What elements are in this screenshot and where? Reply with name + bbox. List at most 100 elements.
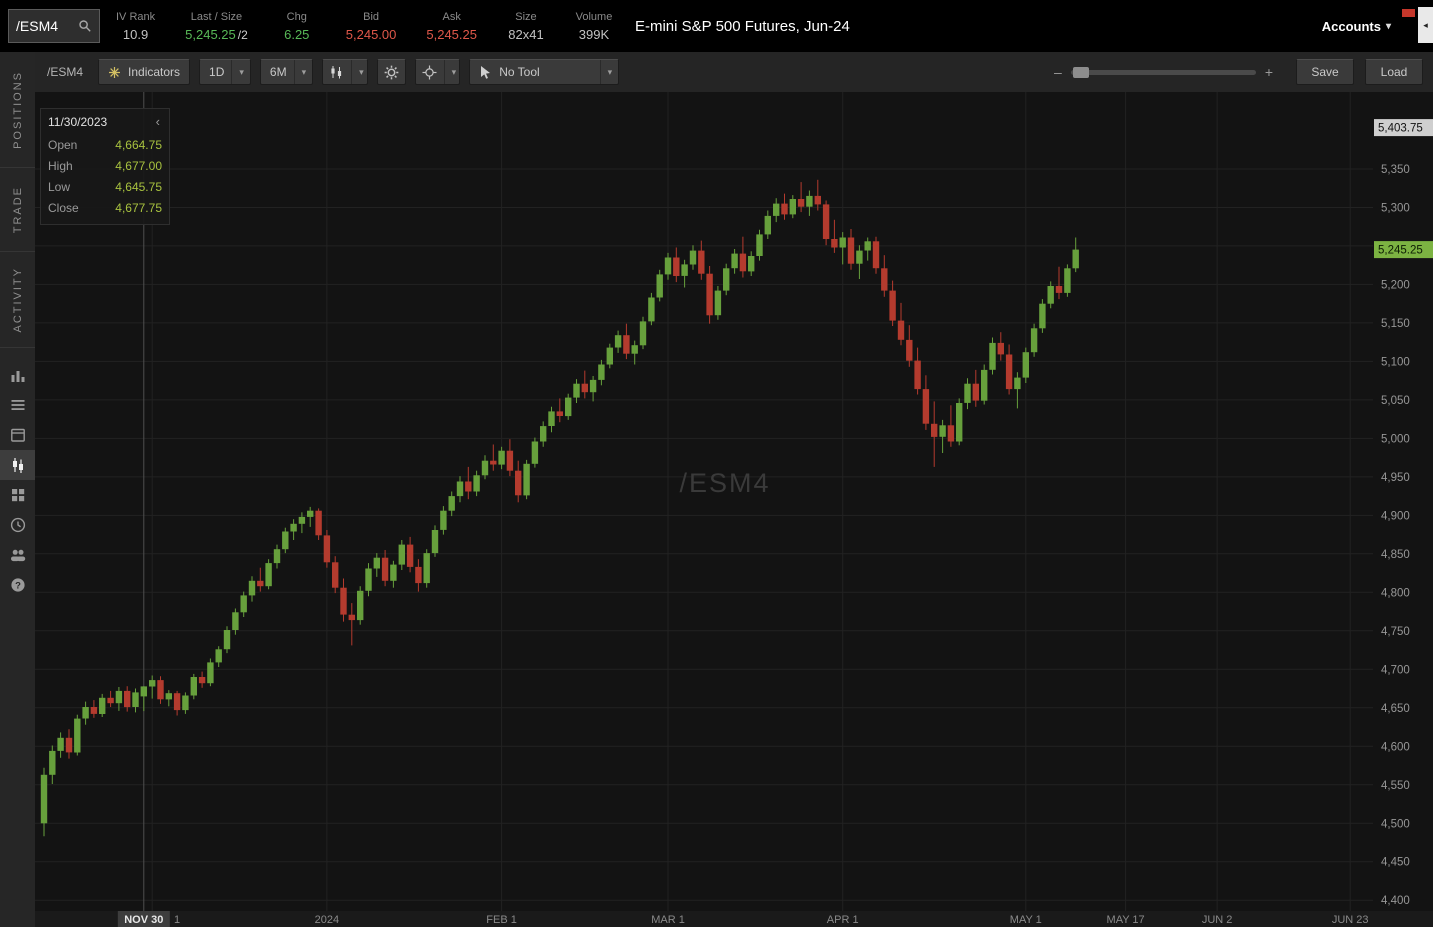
grid-icon[interactable] [0, 480, 35, 510]
candle-body [82, 707, 89, 719]
collapse-panel-button[interactable]: ◂ [1418, 7, 1433, 43]
candle-body [972, 383, 979, 401]
candle-body [731, 253, 738, 269]
price-tick-label: 5,000 [1381, 433, 1410, 445]
time-axis-label: MAY 1 [1010, 914, 1042, 926]
candle-body [165, 693, 172, 700]
cursor-pointer-icon [481, 65, 491, 79]
candle-body [797, 199, 805, 207]
crosshair-icon [422, 65, 437, 79]
candle-body [614, 335, 622, 348]
candle-body [398, 544, 405, 565]
time-axis-label: 1 [174, 914, 180, 926]
candle-body [548, 411, 555, 426]
zoom-slider-handle[interactable] [1072, 66, 1089, 78]
stat-bid: Bid 5,245.00 [345, 10, 397, 42]
zoom-slider[interactable] [1070, 66, 1256, 78]
people-icon[interactable] [0, 540, 35, 570]
crosshair-dropdown[interactable]: ▾ [414, 59, 461, 85]
candle-body [947, 425, 955, 442]
zoom-in-button[interactable]: + [1264, 64, 1273, 80]
candle-body [806, 195, 813, 207]
symbol-input[interactable]: /ESM4 [8, 9, 100, 43]
candle-body [523, 463, 530, 496]
candle-body [423, 553, 430, 584]
svg-text:?: ? [15, 580, 21, 591]
calendar-icon[interactable] [0, 420, 35, 450]
chevron-down-icon: ▾ [443, 60, 456, 84]
timeframe-dropdown[interactable]: 1D ▾ [199, 59, 251, 85]
indicators-button[interactable]: Indicators [98, 59, 191, 85]
price-tick-label: 5,100 [1381, 356, 1410, 368]
candle-body [656, 274, 663, 298]
candle-body [240, 595, 247, 613]
candle-body [706, 273, 713, 316]
ohlc-date: 11/30/2023 [48, 114, 108, 129]
candle-body [931, 423, 938, 437]
previous-day-chevron[interactable]: ‹ [155, 114, 160, 129]
bar-chart-icon[interactable] [0, 360, 35, 390]
candle-body [989, 342, 996, 370]
time-axis-label: 2024 [315, 914, 339, 926]
chart-settings-button[interactable] [376, 59, 406, 85]
candle-body [481, 460, 489, 476]
sidebar-icon-rail: ? [0, 360, 35, 600]
candle-body [723, 268, 730, 291]
candle-body [789, 199, 796, 215]
candle-body [248, 580, 256, 596]
stat-chg: Chg 6.25 [284, 10, 310, 42]
clock-icon[interactable] [0, 510, 35, 540]
candle-body [1005, 354, 1013, 390]
price-tick-label: 4,550 [1381, 780, 1410, 792]
zoom-out-button[interactable]: – [1054, 64, 1062, 80]
candle-body [282, 531, 289, 550]
sidebar-tab-trade[interactable]: TRADE [0, 168, 35, 252]
price-tick-label: 5,300 [1381, 203, 1410, 215]
candle-body [456, 481, 464, 497]
alert-badge [1402, 9, 1415, 17]
list-icon[interactable] [0, 390, 35, 420]
candle-body [997, 342, 1004, 355]
price-tick-label: 5,200 [1381, 279, 1410, 291]
candle-body [515, 470, 522, 496]
left-sidebar: POSITIONS TRADE ACTIVITY [0, 52, 35, 927]
load-button[interactable]: Load [1365, 59, 1423, 85]
range-dropdown[interactable]: 6M ▾ [259, 59, 314, 85]
candle-body [756, 234, 763, 256]
price-tick-label: 4,800 [1381, 587, 1410, 599]
candle-body [964, 383, 971, 403]
candle-body [365, 568, 372, 591]
candle-body [473, 475, 480, 492]
candle-body [981, 369, 988, 401]
save-button[interactable]: Save [1296, 59, 1354, 85]
sidebar-tab-activity[interactable]: ACTIVITY [0, 252, 35, 348]
chart-toolbar: /ESM4 Indicators 1D ▾ 6M ▾ [35, 52, 1433, 92]
candle-body [1055, 286, 1063, 293]
candle-body [448, 496, 455, 511]
candle-body [581, 383, 588, 393]
chart-type-dropdown[interactable]: ▾ [322, 59, 368, 85]
ohlc-close-row: Close 4,677.75 [48, 201, 162, 215]
candlestick-chart-icon[interactable] [0, 450, 35, 480]
stat-size: Size 82x41 [508, 10, 544, 42]
sidebar-tab-positions[interactable]: POSITIONS [0, 52, 35, 168]
symbol-text: /ESM4 [16, 18, 59, 34]
price-chart[interactable]: /ESM4 NOV 30 1 2024 FEB 1 MAR 1 APR 1 MAY 1 MAY … [35, 92, 1433, 927]
accounts-menu[interactable]: Accounts ▾ [1321, 18, 1391, 34]
candle-body [872, 241, 880, 269]
drawing-tool-dropdown[interactable]: No Tool ▾ [469, 59, 620, 85]
candle-body [232, 612, 239, 630]
candle-body [215, 649, 222, 663]
price-tick-label: 4,850 [1381, 549, 1410, 561]
candle-body [348, 614, 355, 621]
candle-body [498, 450, 505, 465]
help-icon[interactable]: ? [0, 570, 35, 600]
candle-body [290, 523, 297, 532]
ohlc-info-panel: 11/30/2023 ‹ Open 4,664.75 High 4,677.00 L… [40, 108, 170, 225]
candle-body [124, 690, 131, 708]
chevron-down-icon: ▾ [599, 60, 612, 84]
symbol-watermark: /ESM4 [679, 468, 770, 498]
candle-body [140, 686, 147, 697]
candle-body [689, 250, 697, 265]
price-tick-label: 5,150 [1381, 318, 1410, 330]
